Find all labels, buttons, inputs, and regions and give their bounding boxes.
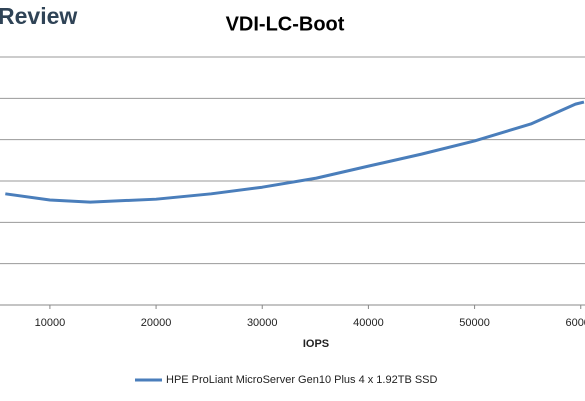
x-tick-label: 10000	[35, 317, 66, 329]
x-tick-label: 30000	[247, 317, 278, 329]
chart-title: VDI-LC-Boot	[226, 13, 345, 35]
x-axis-title: IOPS	[303, 338, 329, 350]
x-tick-label: 60000	[565, 317, 585, 329]
x-tick-label: 50000	[459, 317, 490, 329]
data-line	[5, 100, 585, 204]
legend-label: HPE ProLiant MicroServer Gen10 Plus 4 x …	[166, 374, 438, 386]
x-tick-label: 20000	[141, 317, 172, 329]
brand-logo: Review	[0, 3, 77, 29]
x-tick-label: 40000	[353, 317, 384, 329]
